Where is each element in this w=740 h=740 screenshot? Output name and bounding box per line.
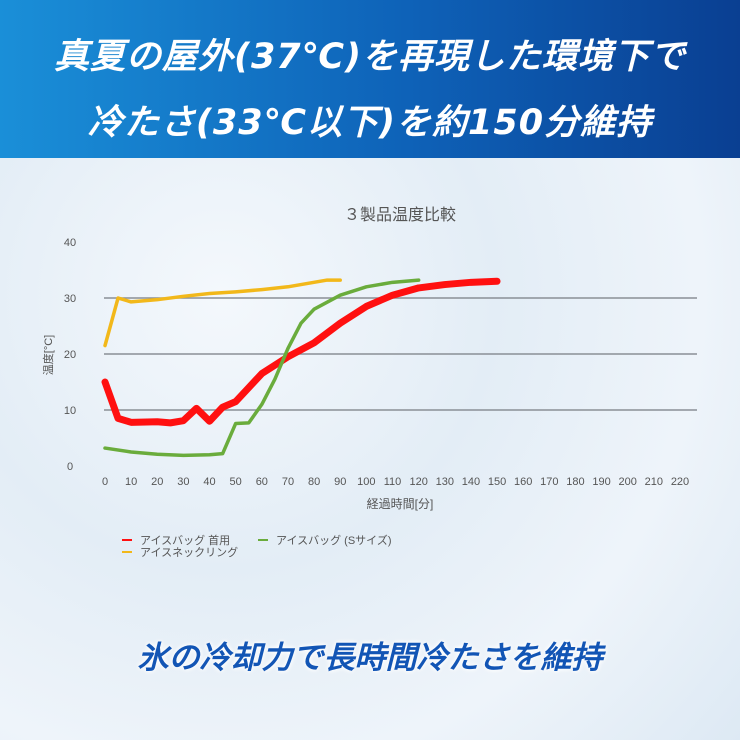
x-tick-label: 150 (488, 476, 506, 488)
x-tick-label: 210 (645, 476, 663, 488)
x-tick-label: 70 (282, 476, 294, 488)
series-line (103, 278, 342, 348)
x-tick-label: 220 (671, 476, 689, 488)
x-tick-label: 30 (177, 476, 189, 488)
legend-label: アイスバッグ 首用 (140, 533, 230, 547)
y-tick-label: 40 (64, 237, 76, 249)
x-tick-label: 60 (256, 476, 268, 488)
headline-banner: 真夏の屋外(37℃)を再現した環境下で 冷たさ(33℃以下)を約150分維持 (0, 0, 740, 158)
y-tick-label: 20 (64, 349, 76, 361)
legend-label: アイスバッグ (Sサイズ) (276, 533, 392, 547)
x-tick-label: 200 (619, 476, 637, 488)
x-tick-label: 10 (125, 476, 137, 488)
x-tick-label: 90 (334, 476, 346, 488)
temperature-chart: ３製品温度比較 0 10 20 30 40 0 10 20 30 40 50 60 70 80 90 100 1… (41, 206, 697, 559)
x-tick-label: 0 (102, 476, 108, 488)
x-tick-label: 100 (357, 476, 375, 488)
y-tick-label: 30 (64, 293, 76, 305)
legend-label: アイスネックリング (140, 545, 238, 559)
footer-tagline: 氷の冷却力で長時間冷たさを維持 (137, 640, 603, 676)
y-tick-label: 10 (64, 405, 76, 417)
y-tick-label: 0 (67, 461, 73, 473)
y-axis-label: 温度[°C] (41, 335, 55, 375)
x-tick-label: 110 (384, 476, 402, 488)
x-tick-label: 140 (462, 476, 480, 488)
series-line (101, 277, 501, 427)
x-tick-label: 190 (592, 476, 610, 488)
headline-line-2: 冷たさ(33℃以下)を約150分維持 (87, 103, 653, 143)
x-tick-label: 130 (436, 476, 454, 488)
x-tick-label: 20 (151, 476, 163, 488)
x-tick-label: 50 (230, 476, 242, 488)
x-tick-label: 40 (203, 476, 215, 488)
x-tick-label: 180 (566, 476, 584, 488)
x-axis-label: 経過時間[分] (367, 497, 434, 511)
series-line (103, 278, 421, 458)
x-tick-label: 80 (308, 476, 320, 488)
x-tick-label: 120 (409, 476, 427, 488)
headline-line-1: 真夏の屋外(37℃)を再現した環境下で (53, 37, 687, 77)
chart-title: ３製品温度比較 (344, 206, 456, 224)
x-tick-label: 170 (540, 476, 558, 488)
x-tick-label: 160 (514, 476, 532, 488)
